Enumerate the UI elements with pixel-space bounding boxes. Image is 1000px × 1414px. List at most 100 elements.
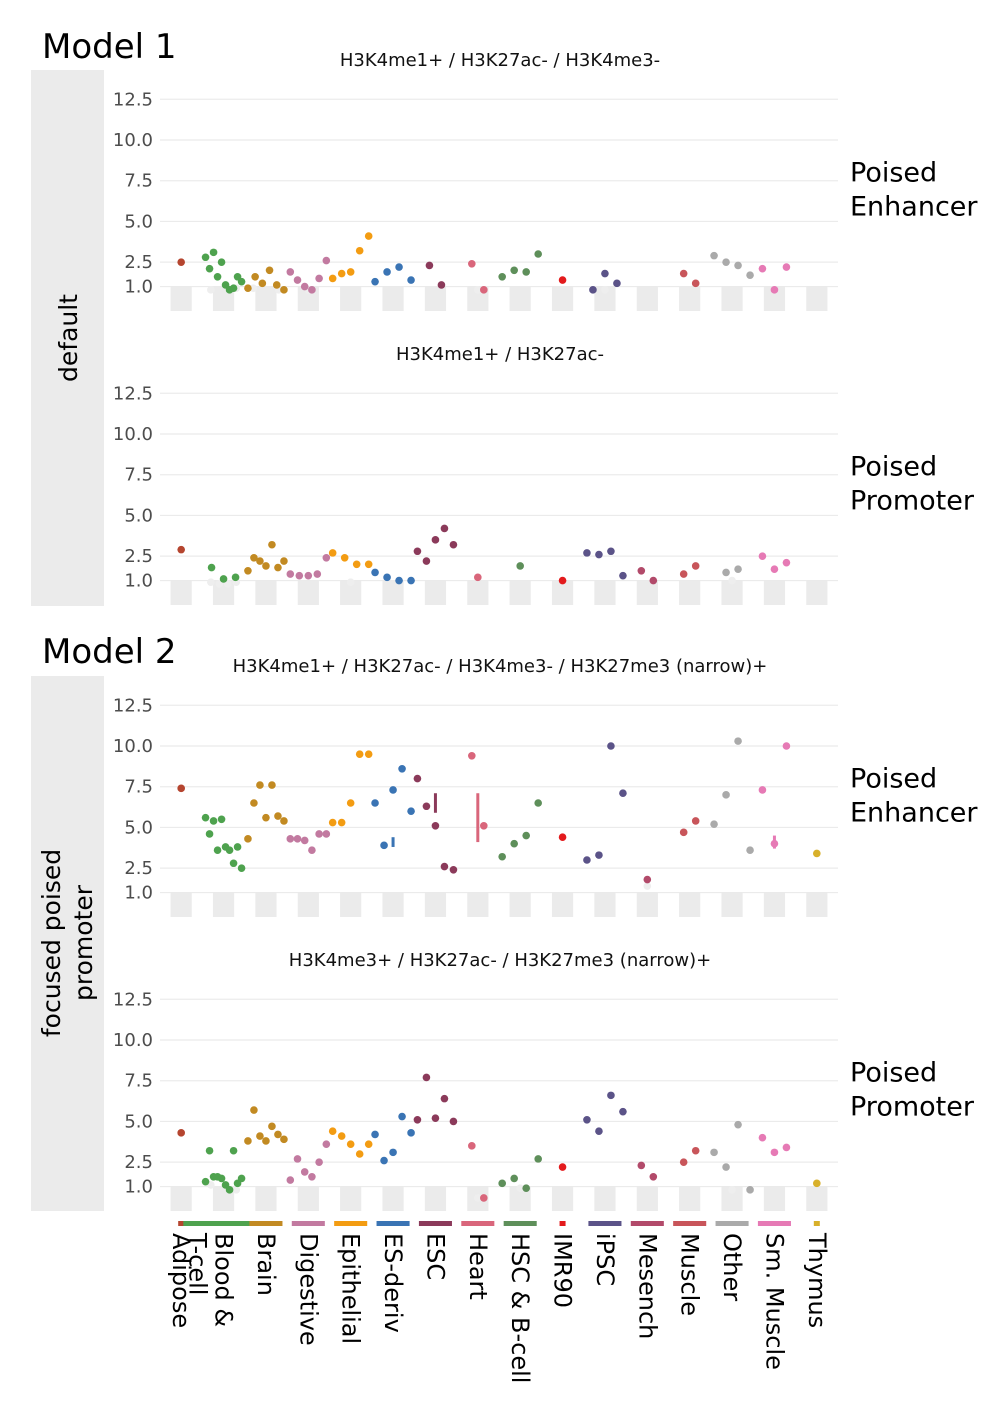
data-point [510, 1174, 518, 1183]
baseline-band [509, 580, 531, 605]
x-category-label: Muscle [676, 1233, 704, 1316]
baseline-band [424, 580, 447, 605]
data-point [262, 1137, 270, 1145]
data-point [691, 817, 700, 825]
data-point [322, 830, 331, 838]
baseline-band [170, 286, 192, 311]
x-category-label: iPSC [591, 1233, 619, 1286]
data-point [315, 830, 323, 838]
data-point [534, 799, 542, 807]
x-category-label: ESC [421, 1233, 449, 1280]
data-point [607, 547, 615, 556]
data-point [250, 553, 258, 562]
data-point [595, 851, 603, 859]
panel-m2-promoter: 12.5 10.0 7.5 5.0 2.5 1.0 H3K4me3+ / H3K27ac- … [113, 950, 975, 1211]
data-point [422, 802, 431, 811]
x-category-bar [630, 1221, 664, 1226]
baseline-band [551, 286, 574, 311]
data-point [225, 1186, 234, 1194]
data-point [268, 1122, 276, 1131]
baseline-band [467, 892, 489, 917]
y-tick-label: 5.0 [124, 505, 153, 526]
data-point [522, 831, 530, 840]
data-point [431, 822, 440, 830]
data-point [619, 1107, 627, 1116]
data-point [250, 799, 258, 807]
data-point [413, 774, 422, 783]
row-label-line2: Enhancer [850, 798, 978, 829]
row-label-line1: Poised [850, 1058, 937, 1089]
y-tick-label: 10.0 [113, 1030, 153, 1051]
y-tick-label: 5.0 [124, 817, 153, 838]
row-label-line2: Enhancer [850, 192, 978, 223]
faded-point [249, 284, 258, 293]
x-category-label: Epithelial [337, 1233, 365, 1344]
baseline-band [594, 1186, 616, 1211]
data-point [440, 862, 449, 871]
baseline-band [679, 892, 701, 917]
panel-title: H3K4me1+ / H3K27ac- [396, 344, 604, 365]
data-point [498, 852, 506, 861]
data-point [407, 576, 415, 585]
data-point [201, 253, 210, 262]
x-category-bar [178, 1221, 185, 1226]
data-point [449, 1117, 458, 1126]
baseline-band [679, 1186, 701, 1211]
data-point [691, 1146, 700, 1155]
data-point [558, 1163, 567, 1171]
data-point [262, 813, 270, 822]
data-point [813, 1179, 821, 1188]
panel-title: H3K4me1+ / H3K27ac- / H3K4me3- [340, 50, 660, 71]
baseline-band [509, 286, 531, 311]
data-point [770, 286, 779, 294]
faded-point [643, 882, 652, 890]
data-point [213, 846, 222, 855]
baseline-band [255, 580, 277, 605]
strip-default-label: default [54, 294, 83, 382]
data-point [510, 839, 518, 848]
data-point [380, 841, 388, 850]
data-point [328, 1127, 337, 1135]
data-point [244, 284, 252, 293]
baseline-band [170, 580, 192, 605]
x-category-label: HSC & B-cell [506, 1233, 534, 1383]
data-point [295, 571, 304, 580]
data-point [589, 286, 597, 294]
data-point [510, 266, 518, 275]
row-label-line1: Poised [850, 452, 937, 483]
faded-point [207, 286, 215, 294]
data-point [209, 817, 218, 825]
x-category-bar [291, 1221, 325, 1226]
data-point [722, 258, 730, 266]
y-tick-label: 10.0 [113, 130, 153, 151]
panels: 12.5 10.0 7.5 5.0 2.5 1.0 H3K4me1+ / H3K27ac- … [113, 50, 978, 1211]
data-point [431, 1114, 440, 1122]
y-tick-label: 2.5 [124, 546, 153, 567]
x-category-label: ES-deriv [379, 1233, 407, 1333]
data-point [286, 1176, 295, 1184]
data-point [498, 273, 506, 281]
baseline-band [509, 1186, 531, 1211]
baseline-band [255, 286, 277, 311]
x-category-label: Digestive [294, 1233, 322, 1346]
data-point [213, 273, 222, 281]
data-point [782, 742, 791, 750]
data-point [383, 268, 391, 276]
data-point [746, 271, 754, 279]
data-point [398, 1112, 406, 1121]
x-category-bar [503, 1221, 537, 1226]
data-point [649, 576, 658, 585]
data-point [389, 786, 397, 794]
x-category-label: IMR90 [549, 1233, 577, 1308]
row-label-line1: Poised [850, 158, 937, 189]
data-point [770, 1148, 779, 1157]
y-tick-label: 5.0 [124, 211, 153, 232]
baseline-band [636, 580, 658, 605]
y-tick-label: 7.5 [124, 171, 153, 192]
y-tick-label: 7.5 [124, 465, 153, 486]
baseline-band [509, 892, 531, 917]
data-point [328, 818, 337, 827]
data-point [364, 750, 373, 758]
